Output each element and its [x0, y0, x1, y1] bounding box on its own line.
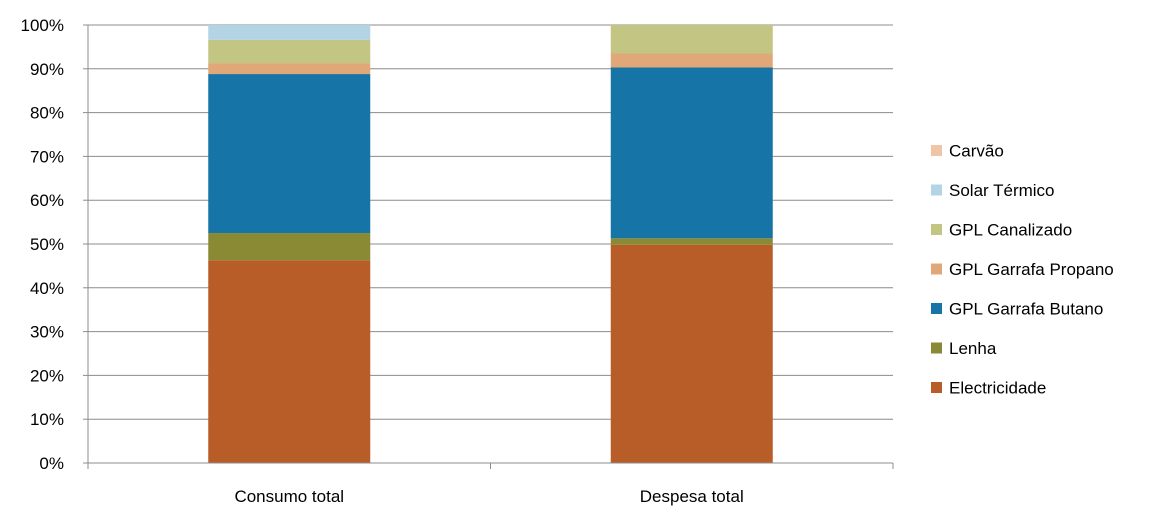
legend: Carvão Solar Térmico GPL Canalizado GPL Gar…: [931, 142, 1114, 398]
legend-label: Lenha: [949, 339, 997, 358]
legend-swatch: [931, 382, 942, 393]
y-tick-label: 20%: [30, 366, 64, 385]
y-tick-label: 10%: [30, 410, 64, 429]
x-tick-labels: Consumo total Despesa total: [234, 487, 743, 506]
legend-swatch: [931, 263, 942, 275]
legend-swatch: [931, 303, 942, 314]
legend-swatch: [931, 224, 942, 235]
bar-segment-gpl-garrafa-propano: [208, 63, 371, 75]
y-tick-label: 100%: [21, 16, 64, 35]
x-tick-label: Despesa total: [640, 487, 744, 506]
y-tick-label: 40%: [30, 279, 64, 298]
legend-label: GPL Garrafa Butano: [949, 300, 1103, 319]
bar-segment-gpl-garrafa-butano: [610, 67, 773, 239]
axes: [87, 25, 894, 469]
bar-segment-solar-térmico: [208, 25, 371, 40]
bar-segment-electricidade: [208, 260, 371, 463]
legend-swatch: [931, 184, 942, 196]
legend-swatch: [931, 145, 942, 156]
y-tick-label: 70%: [30, 147, 64, 166]
x-tick-label: Consumo total: [234, 487, 344, 506]
legend-label: GPL Garrafa Propano: [949, 260, 1114, 279]
bar-segment-lenha: [208, 233, 371, 261]
bar-segment-gpl-garrafa-propano: [610, 53, 773, 68]
bar-segment-gpl-garrafa-butano: [208, 74, 371, 234]
bar-segment-electricidade: [610, 244, 773, 463]
bar-segment-gpl-canalizado: [610, 25, 773, 54]
legend-label: GPL Canalizado: [949, 221, 1072, 240]
legend-label: Carvão: [949, 142, 1004, 161]
y-tick-label: 50%: [30, 235, 64, 254]
bar-segment-gpl-canalizado: [208, 39, 371, 64]
y-tick-label: 80%: [30, 104, 64, 123]
y-tick-label: 30%: [30, 323, 64, 342]
bar-segment-lenha: [610, 238, 773, 245]
y-tick-label: 60%: [30, 191, 64, 210]
y-tick-labels: 0% 10% 20% 30% 40% 50% 60% 70% 80% 90% 100%: [21, 16, 64, 473]
legend-label: Solar Térmico: [949, 181, 1055, 200]
legend-swatch: [931, 342, 942, 354]
y-tick-label: 0%: [39, 454, 64, 473]
legend-label: Electricidade: [949, 379, 1046, 398]
y-tick-label: 90%: [30, 60, 64, 79]
bars: [208, 25, 773, 463]
